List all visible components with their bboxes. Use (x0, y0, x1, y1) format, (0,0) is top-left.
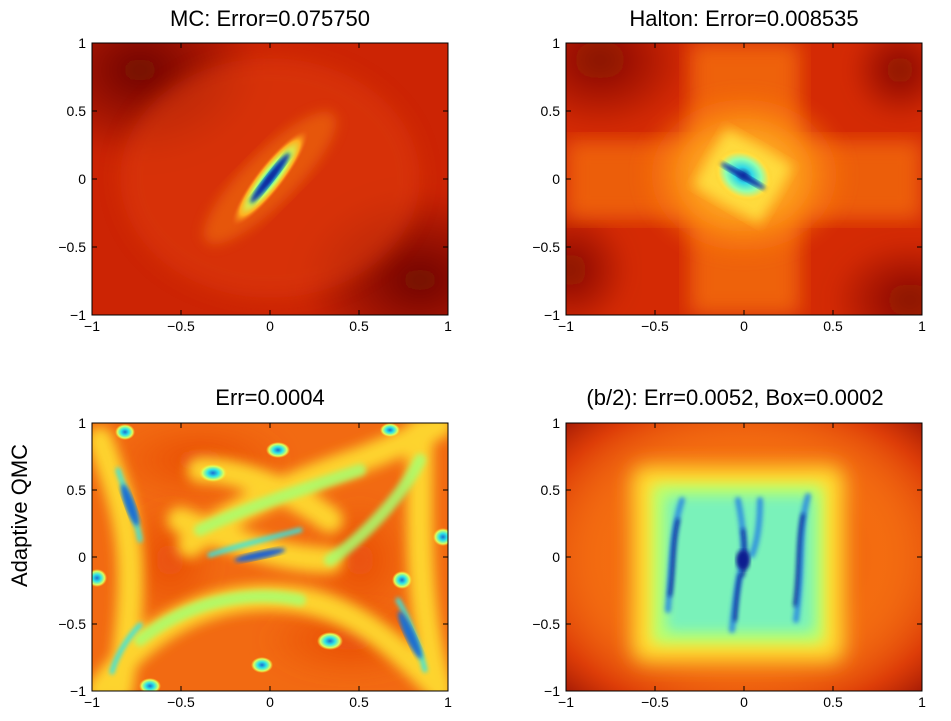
x-tick-label-halton: 0.5 (823, 318, 843, 334)
heatmap-mc (92, 43, 448, 315)
x-tick-label-adaptive: −0.5 (167, 694, 195, 710)
panel-title-adaptive: Err=0.0004 (215, 385, 325, 410)
x-tick-label-mc: 0.5 (349, 318, 369, 334)
y-tick-label-adaptive-b2: −1 (544, 683, 560, 699)
y-tick-label-halton: −0.5 (532, 239, 560, 255)
y-tick-label-halton: 0.5 (541, 103, 561, 119)
y-tick-label-halton: −1 (544, 307, 560, 323)
y-tick-label-adaptive: −1 (70, 683, 86, 699)
axis-ticks-layer: −1 −0.5 0 0.5 110.50−0.5−1−1 −0.5 0 0.5 110.50−0… (58, 35, 926, 710)
y-tick-label-adaptive: 1 (78, 415, 86, 431)
x-tick-label-adaptive-b2: 1 (918, 694, 926, 710)
x-tick-label-mc: −0.5 (167, 318, 195, 334)
y-tick-label-adaptive: −0.5 (58, 616, 86, 632)
x-tick-label-halton: 1 (918, 318, 926, 334)
y-tick-label-adaptive-b2: 1 (552, 415, 560, 431)
x-tick-label-mc: 0 (266, 318, 274, 334)
x-tick-label-halton: −1 (558, 318, 574, 334)
x-tick-label-mc: −1 (84, 318, 100, 334)
x-tick-label-halton: −0.5 (641, 318, 669, 334)
heatmap-halton (566, 43, 922, 315)
x-tick-label-adaptive: 1 (444, 694, 452, 710)
y-tick-label-mc: 1 (78, 35, 86, 51)
panel-title-adaptive-b2: (b/2): Err=0.0052, Box=0.0002 (586, 385, 884, 410)
x-tick-label-adaptive: −1 (84, 694, 100, 710)
x-tick-label-adaptive-b2: 0 (740, 694, 748, 710)
y-tick-label-adaptive: 0.5 (67, 482, 87, 498)
y-tick-label-halton: 0 (552, 171, 560, 187)
y-tick-label-mc: −1 (70, 307, 86, 323)
y-tick-label-adaptive: 0 (78, 549, 86, 565)
heatmap-adaptive-b2 (566, 423, 922, 691)
y-tick-label-adaptive-b2: −0.5 (532, 616, 560, 632)
x-tick-label-adaptive-b2: −0.5 (641, 694, 669, 710)
y-tick-label-mc: 0 (78, 171, 86, 187)
y-tick-label-mc: −0.5 (58, 239, 86, 255)
y-tick-label-adaptive-b2: 0.5 (541, 482, 561, 498)
panel-title-mc: MC: Error=0.075750 (170, 6, 370, 31)
x-tick-label-adaptive-b2: −1 (558, 694, 574, 710)
y-tick-label-mc: 0.5 (67, 103, 87, 119)
x-tick-label-adaptive: 0.5 (349, 694, 369, 710)
x-tick-label-halton: 0 (740, 318, 748, 334)
x-tick-label-adaptive-b2: 0.5 (823, 694, 843, 710)
panel-title-halton: Halton: Error=0.008535 (629, 6, 859, 31)
y-tick-label-halton: 1 (552, 35, 560, 51)
x-tick-label-mc: 1 (444, 318, 452, 334)
heatmap-adaptive (92, 423, 448, 691)
x-tick-label-adaptive: 0 (266, 694, 274, 710)
y-tick-label-adaptive-b2: 0 (552, 549, 560, 565)
